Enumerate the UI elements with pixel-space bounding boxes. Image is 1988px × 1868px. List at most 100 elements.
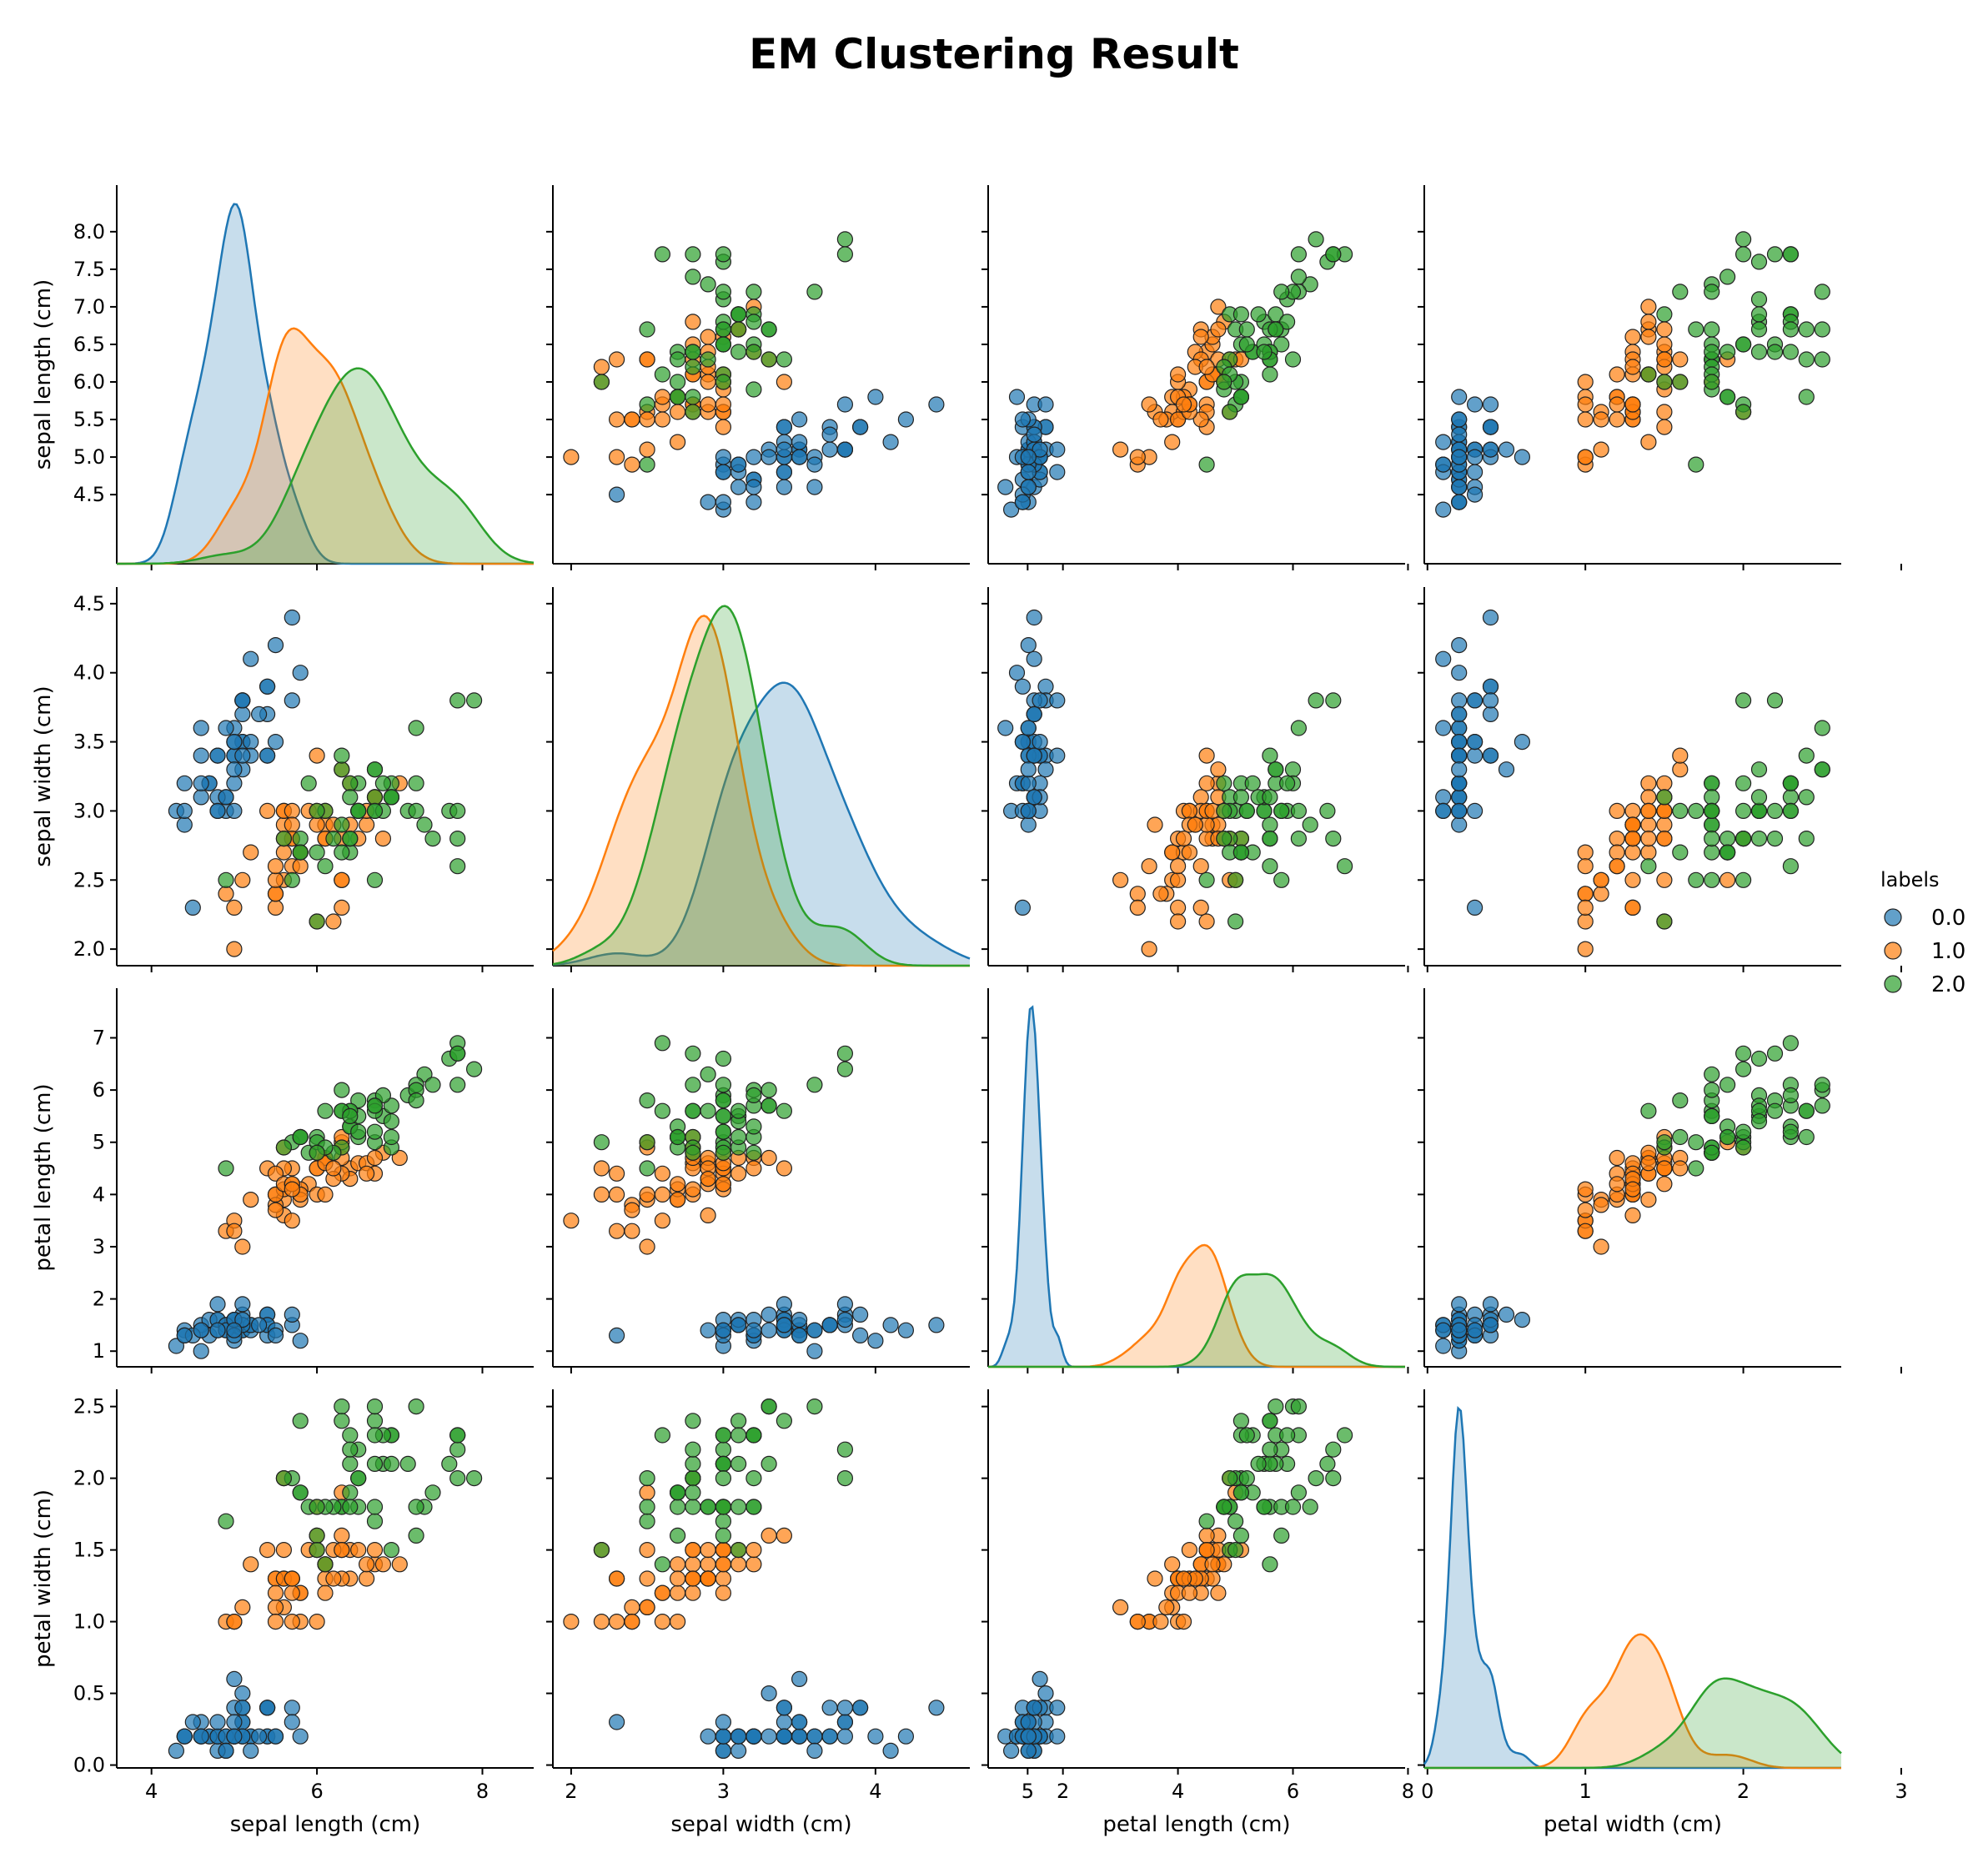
scatter-point-series-1.0: [593, 1186, 610, 1203]
scatter-point-series-0.0: [791, 411, 808, 428]
scatter-point-series-1.0: [1624, 802, 1641, 820]
scatter-point-series-2.0: [1216, 374, 1232, 390]
scatter-point-series-2.0: [383, 789, 399, 806]
scatter-point-series-1.0: [234, 1238, 251, 1255]
scatter-point-series-2.0: [593, 1541, 610, 1559]
scatter-point-series-2.0: [639, 1513, 655, 1529]
scatter-point-series-0.0: [806, 479, 823, 495]
scatter-point-series-2.0: [654, 1427, 671, 1444]
scatter-point-series-1.0: [700, 1570, 716, 1587]
scatter-point-series-1.0: [226, 1613, 243, 1630]
scatter-point-series-1.0: [1158, 1599, 1175, 1616]
scatter-point-series-0.0: [243, 1742, 259, 1759]
scatter-point-series-0.0: [259, 678, 276, 695]
scatter-point-series-2.0: [669, 351, 686, 368]
scatter-point-series-1.0: [1609, 802, 1625, 820]
scatter-point-series-2.0: [776, 1102, 793, 1119]
scatter-point-series-2.0: [1750, 306, 1768, 323]
scatter-point-series-0.0: [1026, 609, 1042, 626]
scatter-point-series-2.0: [1290, 802, 1308, 820]
scatter-point-series-1.0: [608, 1613, 625, 1630]
scatter-point-series-2.0: [1704, 284, 1720, 300]
legend-label-2.0: 2.0: [1931, 972, 1965, 997]
scatter-point-series-1.0: [624, 411, 640, 428]
scatter-point-series-1.0: [1593, 1238, 1609, 1255]
scatter-point-series-0.0: [1020, 464, 1037, 480]
scatter-point-series-1.0: [284, 802, 300, 820]
x-tick-label: 4: [1172, 1780, 1184, 1803]
scatter-point-series-1.0: [654, 1213, 671, 1229]
scatter-point-series-0.0: [1026, 789, 1042, 806]
scatter-point-series-2.0: [1814, 284, 1830, 300]
scatter-point-series-2.0: [1735, 775, 1752, 791]
scatter-point-series-2.0: [1766, 830, 1784, 847]
scatter-point-series-0.0: [1014, 411, 1032, 428]
scatter-point-series-0.0: [284, 609, 300, 626]
scatter-point-series-1.0: [639, 1541, 655, 1559]
scatter-point-series-2.0: [1656, 913, 1673, 930]
scatter-point-series-0.0: [715, 449, 732, 465]
scatter-point-series-2.0: [1290, 720, 1308, 736]
scatter-point-series-0.0: [791, 1327, 808, 1344]
scatter-point-series-1.0: [700, 1556, 716, 1573]
scatter-point-series-2.0: [1262, 366, 1278, 383]
scatter-point-series-2.0: [1290, 1484, 1308, 1501]
scatter-point-series-2.0: [1735, 336, 1752, 353]
scatter-point-series-0.0: [251, 1728, 268, 1745]
scatter-point-series-1.0: [267, 1613, 284, 1630]
panel-grid: 4.5 5.0 5.5 6.0 6.5 7.0 7.5 8.0 2.0 2.5 3.0 3.5 4.0 4…: [31, 185, 1908, 1837]
scatter-point-series-2.0: [685, 389, 701, 405]
scatter-point-series-1.0: [1640, 1155, 1657, 1172]
scatter-point-series-1.0: [624, 1599, 640, 1616]
scatter-point-series-1.0: [1181, 1584, 1198, 1601]
scatter-point-series-1.0: [1672, 351, 1689, 368]
scatter-point-series-2.0: [1704, 816, 1720, 833]
scatter-point-series-1.0: [1147, 816, 1163, 833]
scatter-point-series-2.0: [1704, 374, 1720, 390]
scatter-point-series-1.0: [700, 1541, 716, 1559]
y-axis-label: petal length (cm): [31, 1083, 56, 1271]
scatter-point-series-2.0: [1308, 692, 1324, 709]
scatter-point-series-1.0: [608, 1223, 625, 1239]
scatter-point-series-0.0: [746, 449, 762, 465]
scatter-point-series-2.0: [1262, 1441, 1278, 1458]
scatter-point-series-2.0: [639, 1469, 655, 1487]
scatter-point-series-1.0: [715, 1541, 732, 1559]
scatter-point-series-0.0: [1008, 665, 1026, 681]
scatter-point-series-1.0: [1640, 329, 1657, 345]
scatter-point-series-2.0: [1284, 351, 1302, 368]
scatter-point-series-2.0: [639, 1092, 655, 1109]
scatter-point-series-2.0: [309, 802, 325, 820]
scatter-point-series-0.0: [1482, 692, 1499, 709]
scatter-point-series-2.0: [1750, 321, 1768, 338]
scatter-point-series-1.0: [1187, 816, 1203, 833]
scatter-point-series-1.0: [746, 1556, 762, 1573]
scatter-point-series-2.0: [342, 789, 359, 806]
panel-1-3: [1418, 587, 1902, 972]
scatter-point-series-0.0: [1032, 1670, 1048, 1688]
scatter-point-series-1.0: [359, 1570, 375, 1587]
scatter-point-series-2.0: [1325, 692, 1342, 709]
scatter-point-series-2.0: [715, 1107, 732, 1125]
scatter-point-series-2.0: [1814, 720, 1830, 736]
scatter-point-series-2.0: [1688, 456, 1704, 473]
scatter-point-series-2.0: [309, 844, 325, 861]
scatter-point-series-1.0: [226, 1223, 243, 1239]
scatter-point-series-0.0: [1435, 1322, 1452, 1338]
scatter-point-series-2.0: [685, 1484, 701, 1501]
scatter-point-series-2.0: [685, 404, 701, 420]
scatter-point-series-1.0: [624, 1613, 640, 1630]
scatter-point-series-2.0: [465, 692, 483, 709]
scatter-point-series-1.0: [639, 1484, 655, 1501]
scatter-point-series-1.0: [267, 1584, 284, 1601]
scatter-point-series-2.0: [1814, 1077, 1830, 1093]
scatter-point-series-2.0: [1782, 1035, 1799, 1052]
y-tick-label: 4.5: [73, 483, 105, 506]
panel-3-0: 0.0 0.5 1.0 1.5 2.0 2.5 4 6 8: [73, 1389, 534, 1803]
scatter-point-series-1.0: [309, 747, 325, 764]
scatter-point-series-1.0: [669, 1176, 686, 1193]
scatter-point-series-2.0: [654, 1556, 671, 1573]
scatter-point-series-1.0: [746, 1541, 762, 1559]
scatter-point-series-0.0: [209, 1296, 226, 1313]
chart-title: EM Clustering Result: [749, 30, 1239, 78]
